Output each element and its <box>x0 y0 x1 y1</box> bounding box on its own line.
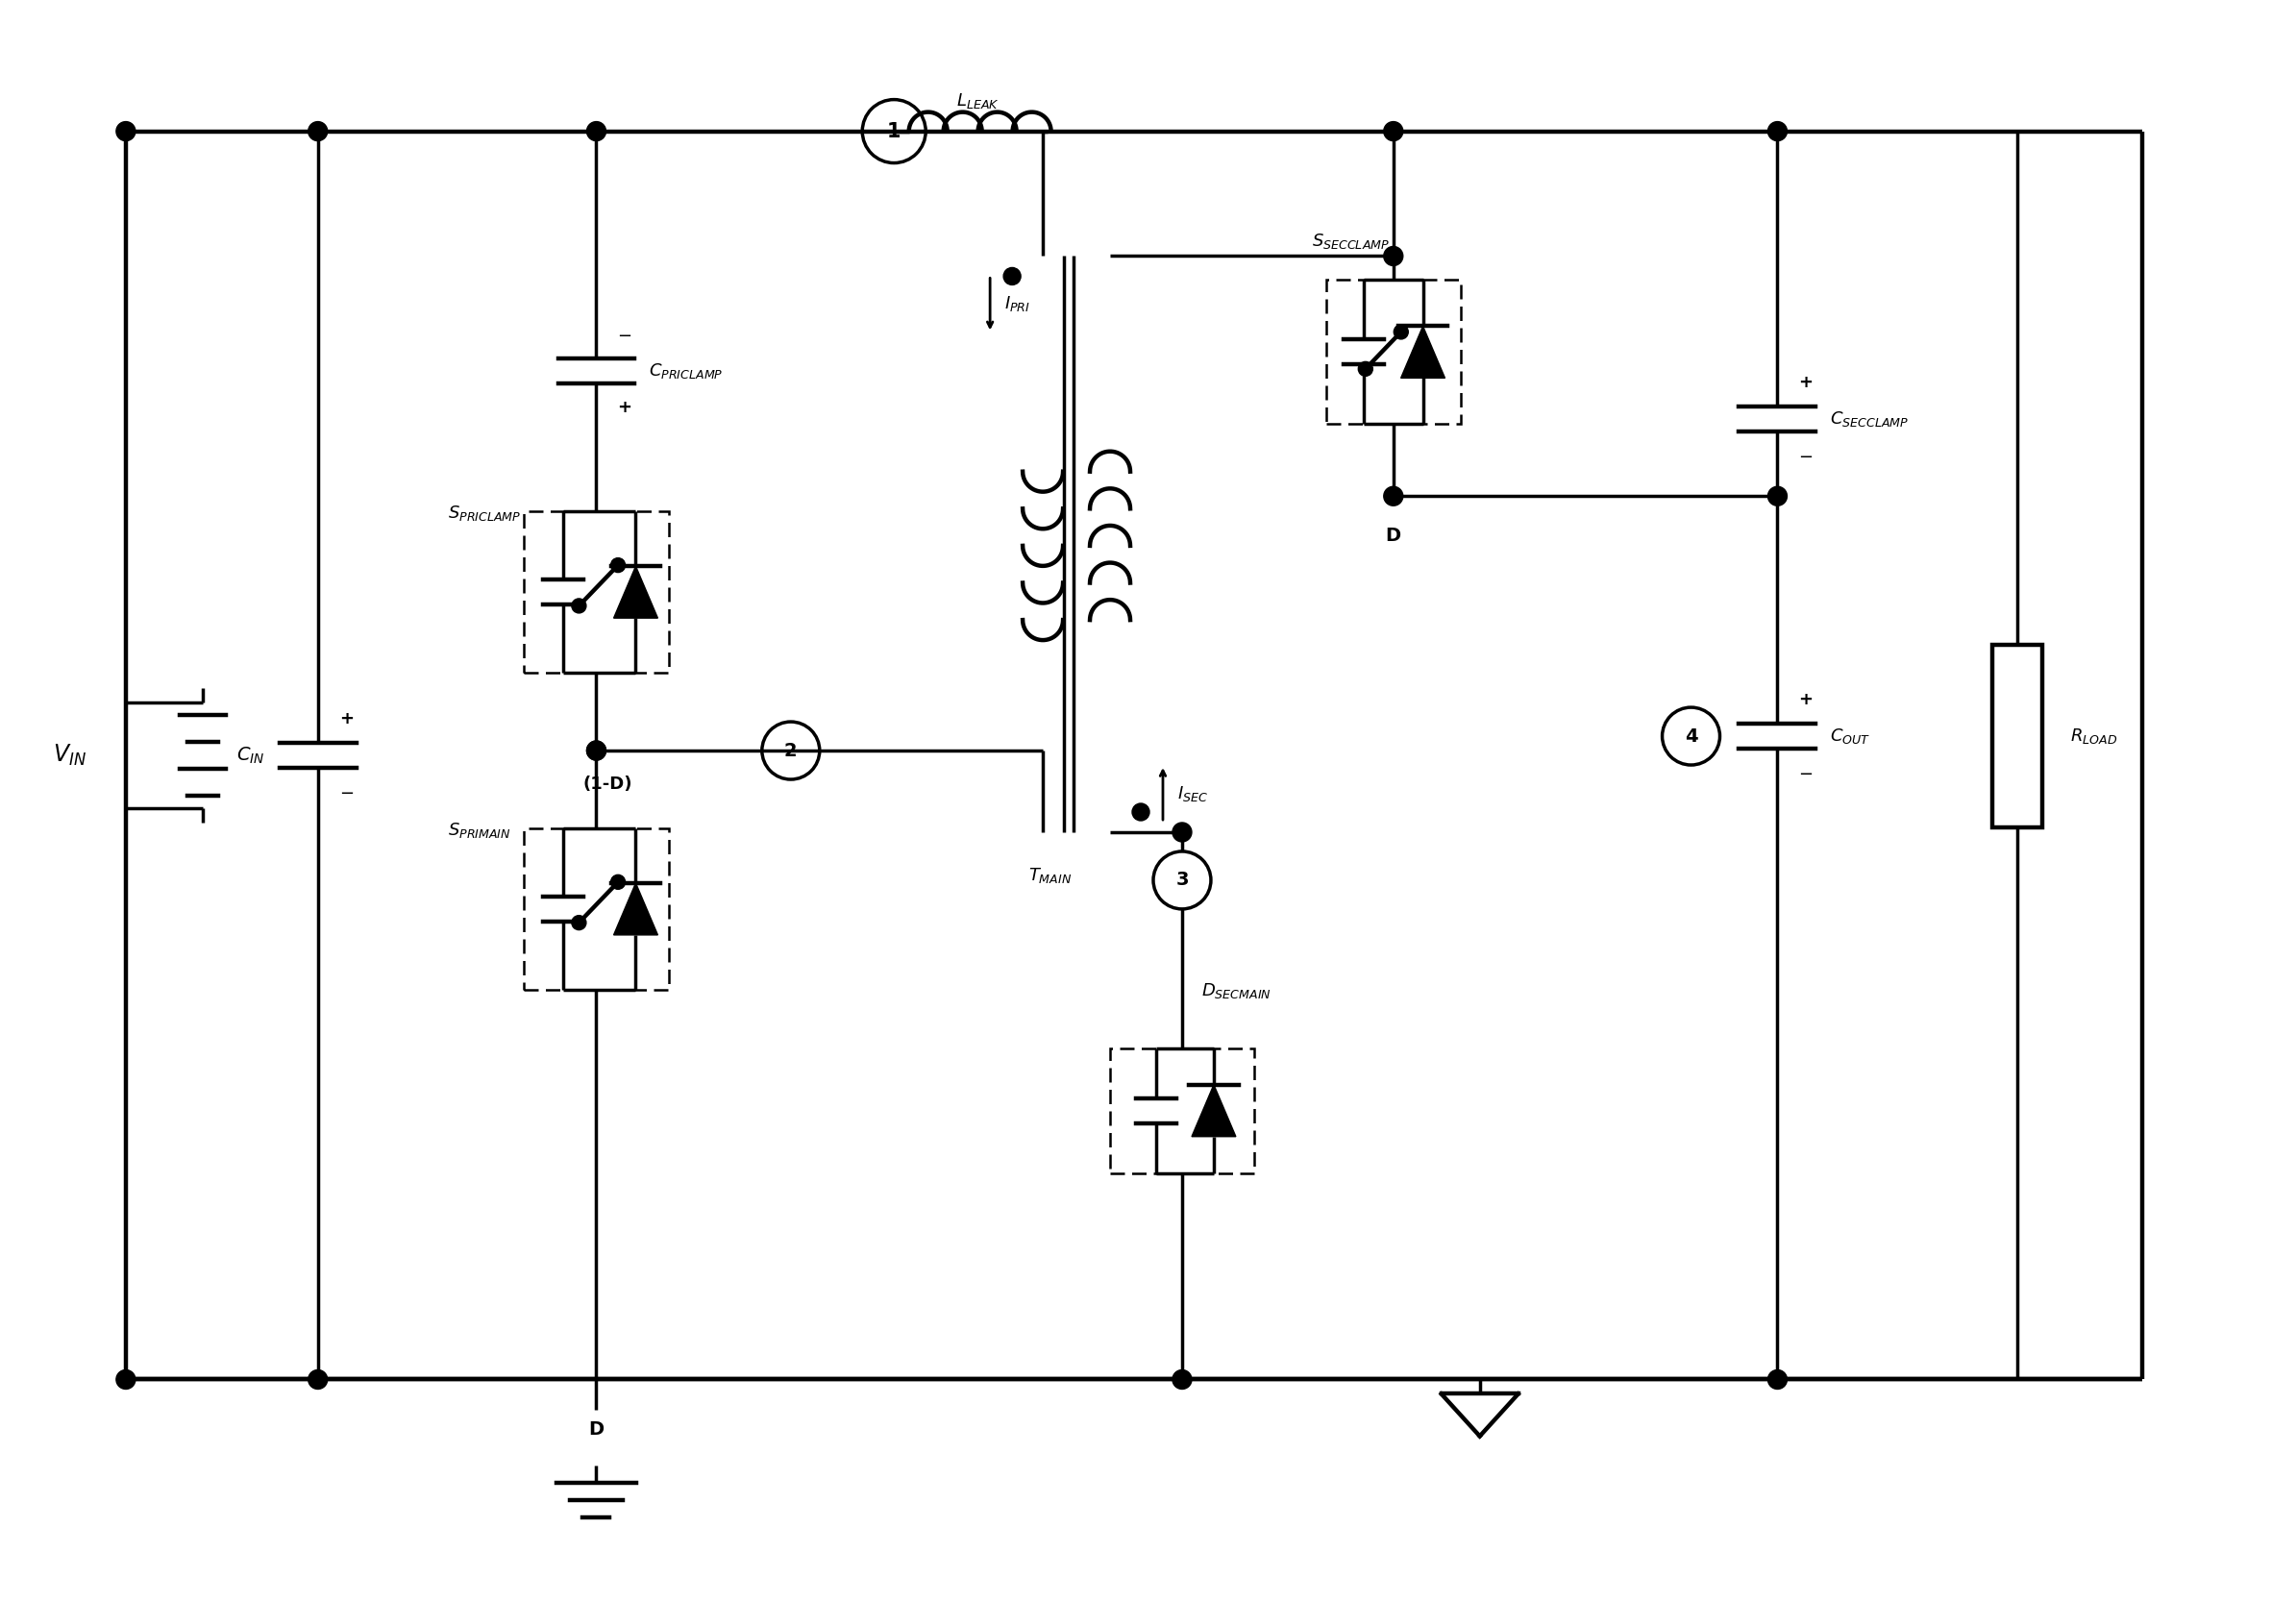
Text: $S_{PRIMAIN}$: $S_{PRIMAIN}$ <box>448 821 510 841</box>
Circle shape <box>1173 823 1192 842</box>
Circle shape <box>1384 487 1403 506</box>
Text: 2: 2 <box>785 741 797 760</box>
Circle shape <box>1173 1370 1192 1390</box>
Circle shape <box>1003 267 1022 285</box>
Circle shape <box>1768 1370 1786 1390</box>
Text: D: D <box>1384 527 1401 544</box>
Text: $C_{OUT}$: $C_{OUT}$ <box>1830 727 1871 746</box>
Text: +: + <box>618 399 631 416</box>
Polygon shape <box>1192 1085 1235 1137</box>
Text: $-$: $-$ <box>1798 447 1814 464</box>
Text: 3: 3 <box>1176 871 1189 889</box>
Text: 4: 4 <box>1685 727 1697 746</box>
Text: $-$: $-$ <box>618 327 631 344</box>
Text: $-$: $-$ <box>1798 764 1814 781</box>
Text: $C_{PRICLAMP}$: $C_{PRICLAMP}$ <box>650 362 723 381</box>
Text: $T_{MAIN}$: $T_{MAIN}$ <box>1029 866 1072 885</box>
Text: +: + <box>340 711 354 727</box>
Circle shape <box>1768 122 1786 141</box>
Bar <box>1993 645 2043 828</box>
Circle shape <box>588 741 606 760</box>
Text: $R_{LOAD}$: $R_{LOAD}$ <box>2071 727 2117 746</box>
Circle shape <box>308 1370 328 1390</box>
Text: +: + <box>1798 375 1814 392</box>
Circle shape <box>572 599 585 613</box>
Text: $I_{PRI}$: $I_{PRI}$ <box>1003 295 1031 314</box>
Circle shape <box>1394 325 1407 339</box>
Circle shape <box>1384 122 1403 141</box>
Text: $V_{IN}$: $V_{IN}$ <box>53 743 87 768</box>
Circle shape <box>588 122 606 141</box>
Circle shape <box>1359 362 1373 376</box>
Circle shape <box>572 916 585 930</box>
Text: $S_{PRICLAMP}$: $S_{PRICLAMP}$ <box>448 504 521 524</box>
Polygon shape <box>613 884 657 935</box>
Circle shape <box>611 874 625 889</box>
Text: $L_{LEAK}$: $L_{LEAK}$ <box>957 91 999 110</box>
Text: $-$: $-$ <box>340 783 354 800</box>
Text: $C_{SECCLAMP}$: $C_{SECCLAMP}$ <box>1830 410 1910 429</box>
Circle shape <box>588 741 606 760</box>
Circle shape <box>611 559 625 573</box>
Circle shape <box>1132 804 1150 821</box>
Text: $D_{SECMAIN}$: $D_{SECMAIN}$ <box>1201 981 1272 1001</box>
Circle shape <box>1768 487 1786 506</box>
Circle shape <box>308 122 328 141</box>
Text: $C_{IN}$: $C_{IN}$ <box>236 744 264 765</box>
Text: D: D <box>588 1420 604 1439</box>
Text: 1: 1 <box>886 122 900 141</box>
Polygon shape <box>613 567 657 618</box>
Text: +: + <box>1798 692 1814 708</box>
Polygon shape <box>1401 327 1444 378</box>
Circle shape <box>117 122 135 141</box>
Circle shape <box>117 1370 135 1390</box>
Circle shape <box>1384 247 1403 266</box>
Text: $S_{SECCLAMP}$: $S_{SECCLAMP}$ <box>1311 232 1389 251</box>
Text: (1-D): (1-D) <box>583 775 634 792</box>
Text: $I_{SEC}$: $I_{SEC}$ <box>1178 784 1208 804</box>
